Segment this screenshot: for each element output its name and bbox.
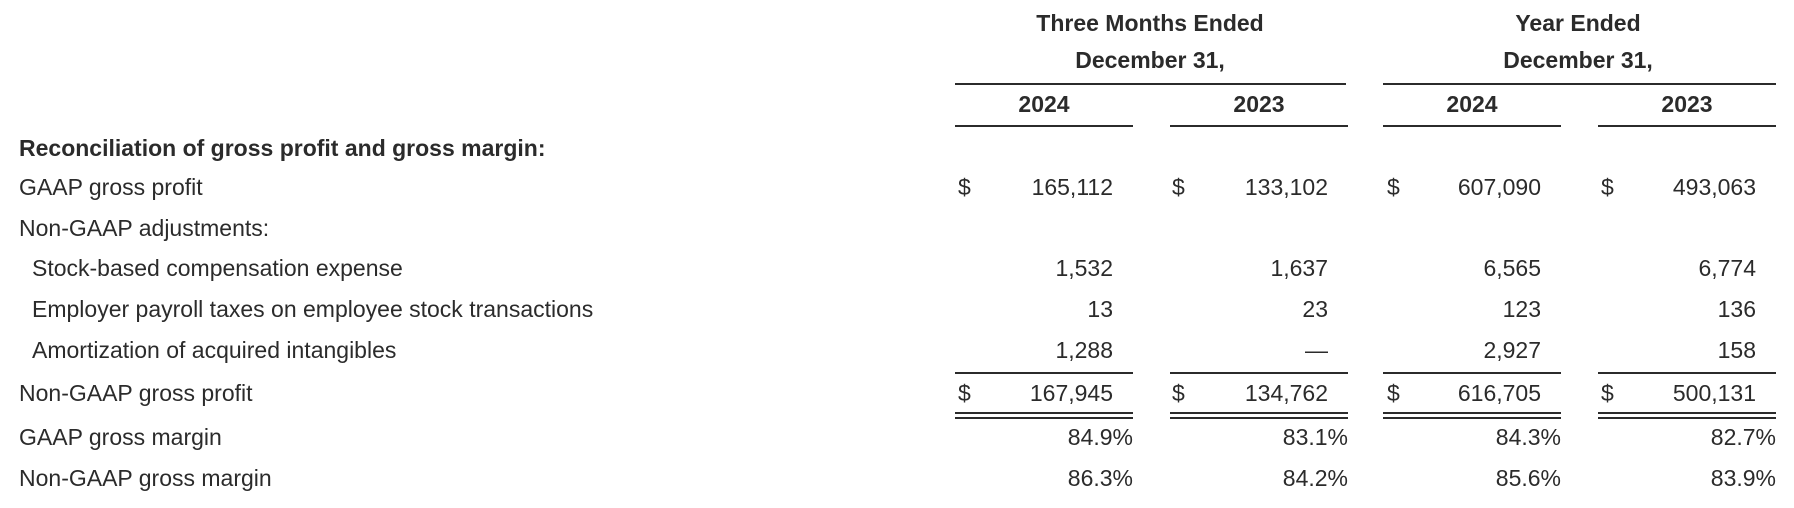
currency-symbol: $ xyxy=(1172,380,1185,406)
row-label-employer-payroll-taxes: Employer payroll taxes on employee stock… xyxy=(32,296,594,322)
cell-value: 23 xyxy=(1302,296,1328,322)
cell-value: 133,102 xyxy=(1244,174,1328,200)
cell-value: 84.9% xyxy=(1067,424,1133,450)
column-header: 2024 xyxy=(1018,91,1070,117)
total-double-rule xyxy=(1383,417,1561,419)
cell-value: — xyxy=(1305,337,1328,363)
cell-value: 84.2% xyxy=(1282,465,1348,491)
cell-value: 136 xyxy=(1717,296,1756,322)
subtotal-rule xyxy=(1170,372,1348,374)
subtotal-rule xyxy=(1383,372,1561,374)
total-double-rule xyxy=(1170,417,1348,419)
row-label-non-gaap-adjustments: Non-GAAP adjustments: xyxy=(19,215,270,241)
cell-value: 493,063 xyxy=(1672,174,1756,200)
cell-value: 607,090 xyxy=(1457,174,1541,200)
cell-value: 6,774 xyxy=(1698,255,1756,281)
group-header-three-months-line2: December 31, xyxy=(1075,47,1225,73)
currency-symbol: $ xyxy=(1601,174,1614,200)
cell-value: 2,927 xyxy=(1483,337,1541,363)
column-header-rule xyxy=(955,125,1133,127)
total-double-rule xyxy=(955,417,1133,419)
cell-value: 6,565 xyxy=(1483,255,1541,281)
cell-value: 134,762 xyxy=(1244,380,1328,406)
row-label-gaap-gross-profit: GAAP gross profit xyxy=(19,174,203,200)
cell-value: 84.3% xyxy=(1495,424,1561,450)
group-header-three-months-line1: Three Months Ended xyxy=(1036,10,1264,36)
cell-value: 158 xyxy=(1717,337,1756,363)
row-label-amortization: Amortization of acquired intangibles xyxy=(32,337,397,363)
currency-symbol: $ xyxy=(1387,380,1400,406)
cell-value: 1,288 xyxy=(1055,337,1113,363)
currency-symbol: $ xyxy=(958,174,971,200)
row-label-stock-based-compensation: Stock-based compensation expense xyxy=(32,255,403,281)
currency-symbol: $ xyxy=(1172,174,1185,200)
column-header-rule xyxy=(1383,125,1561,127)
cell-value: 500,131 xyxy=(1672,380,1756,406)
cell-value: 1,637 xyxy=(1270,255,1328,281)
subtotal-rule xyxy=(955,372,1133,374)
column-header: 2023 xyxy=(1661,91,1713,117)
total-double-rule xyxy=(1383,412,1561,414)
row-label-gaap-gross-margin: GAAP gross margin xyxy=(19,424,222,450)
total-double-rule xyxy=(1170,412,1348,414)
cell-value: 123 xyxy=(1502,296,1541,322)
subtotal-rule xyxy=(1598,372,1776,374)
currency-symbol: $ xyxy=(1601,380,1614,406)
cell-value: 1,532 xyxy=(1055,255,1113,281)
row-label-non-gaap-gross-margin: Non-GAAP gross margin xyxy=(19,465,272,491)
column-header-rule xyxy=(1170,125,1348,127)
cell-value: 13 xyxy=(1087,296,1113,322)
cell-value: 83.9% xyxy=(1710,465,1776,491)
section-title: Reconciliation of gross profit and gross… xyxy=(19,135,546,161)
column-header: 2023 xyxy=(1233,91,1285,117)
group-header-rule xyxy=(955,83,1346,85)
group-header-rule xyxy=(1383,83,1776,85)
cell-value: 82.7% xyxy=(1710,424,1776,450)
currency-symbol: $ xyxy=(958,380,971,406)
row-label-non-gaap-gross-profit: Non-GAAP gross profit xyxy=(19,380,253,406)
column-header-rule xyxy=(1598,125,1776,127)
total-double-rule xyxy=(1598,417,1776,419)
currency-symbol: $ xyxy=(1387,174,1400,200)
cell-value: 83.1% xyxy=(1282,424,1348,450)
cell-value: 86.3% xyxy=(1067,465,1133,491)
column-header: 2024 xyxy=(1446,91,1498,117)
group-header-year-line2: December 31, xyxy=(1503,47,1653,73)
cell-value: 167,945 xyxy=(1029,380,1113,406)
total-double-rule xyxy=(955,412,1133,414)
cell-value: 165,112 xyxy=(1031,174,1113,200)
cell-value: 616,705 xyxy=(1457,380,1541,406)
total-double-rule xyxy=(1598,412,1776,414)
cell-value: 85.6% xyxy=(1495,465,1561,491)
group-header-year-line1: Year Ended xyxy=(1515,10,1641,36)
